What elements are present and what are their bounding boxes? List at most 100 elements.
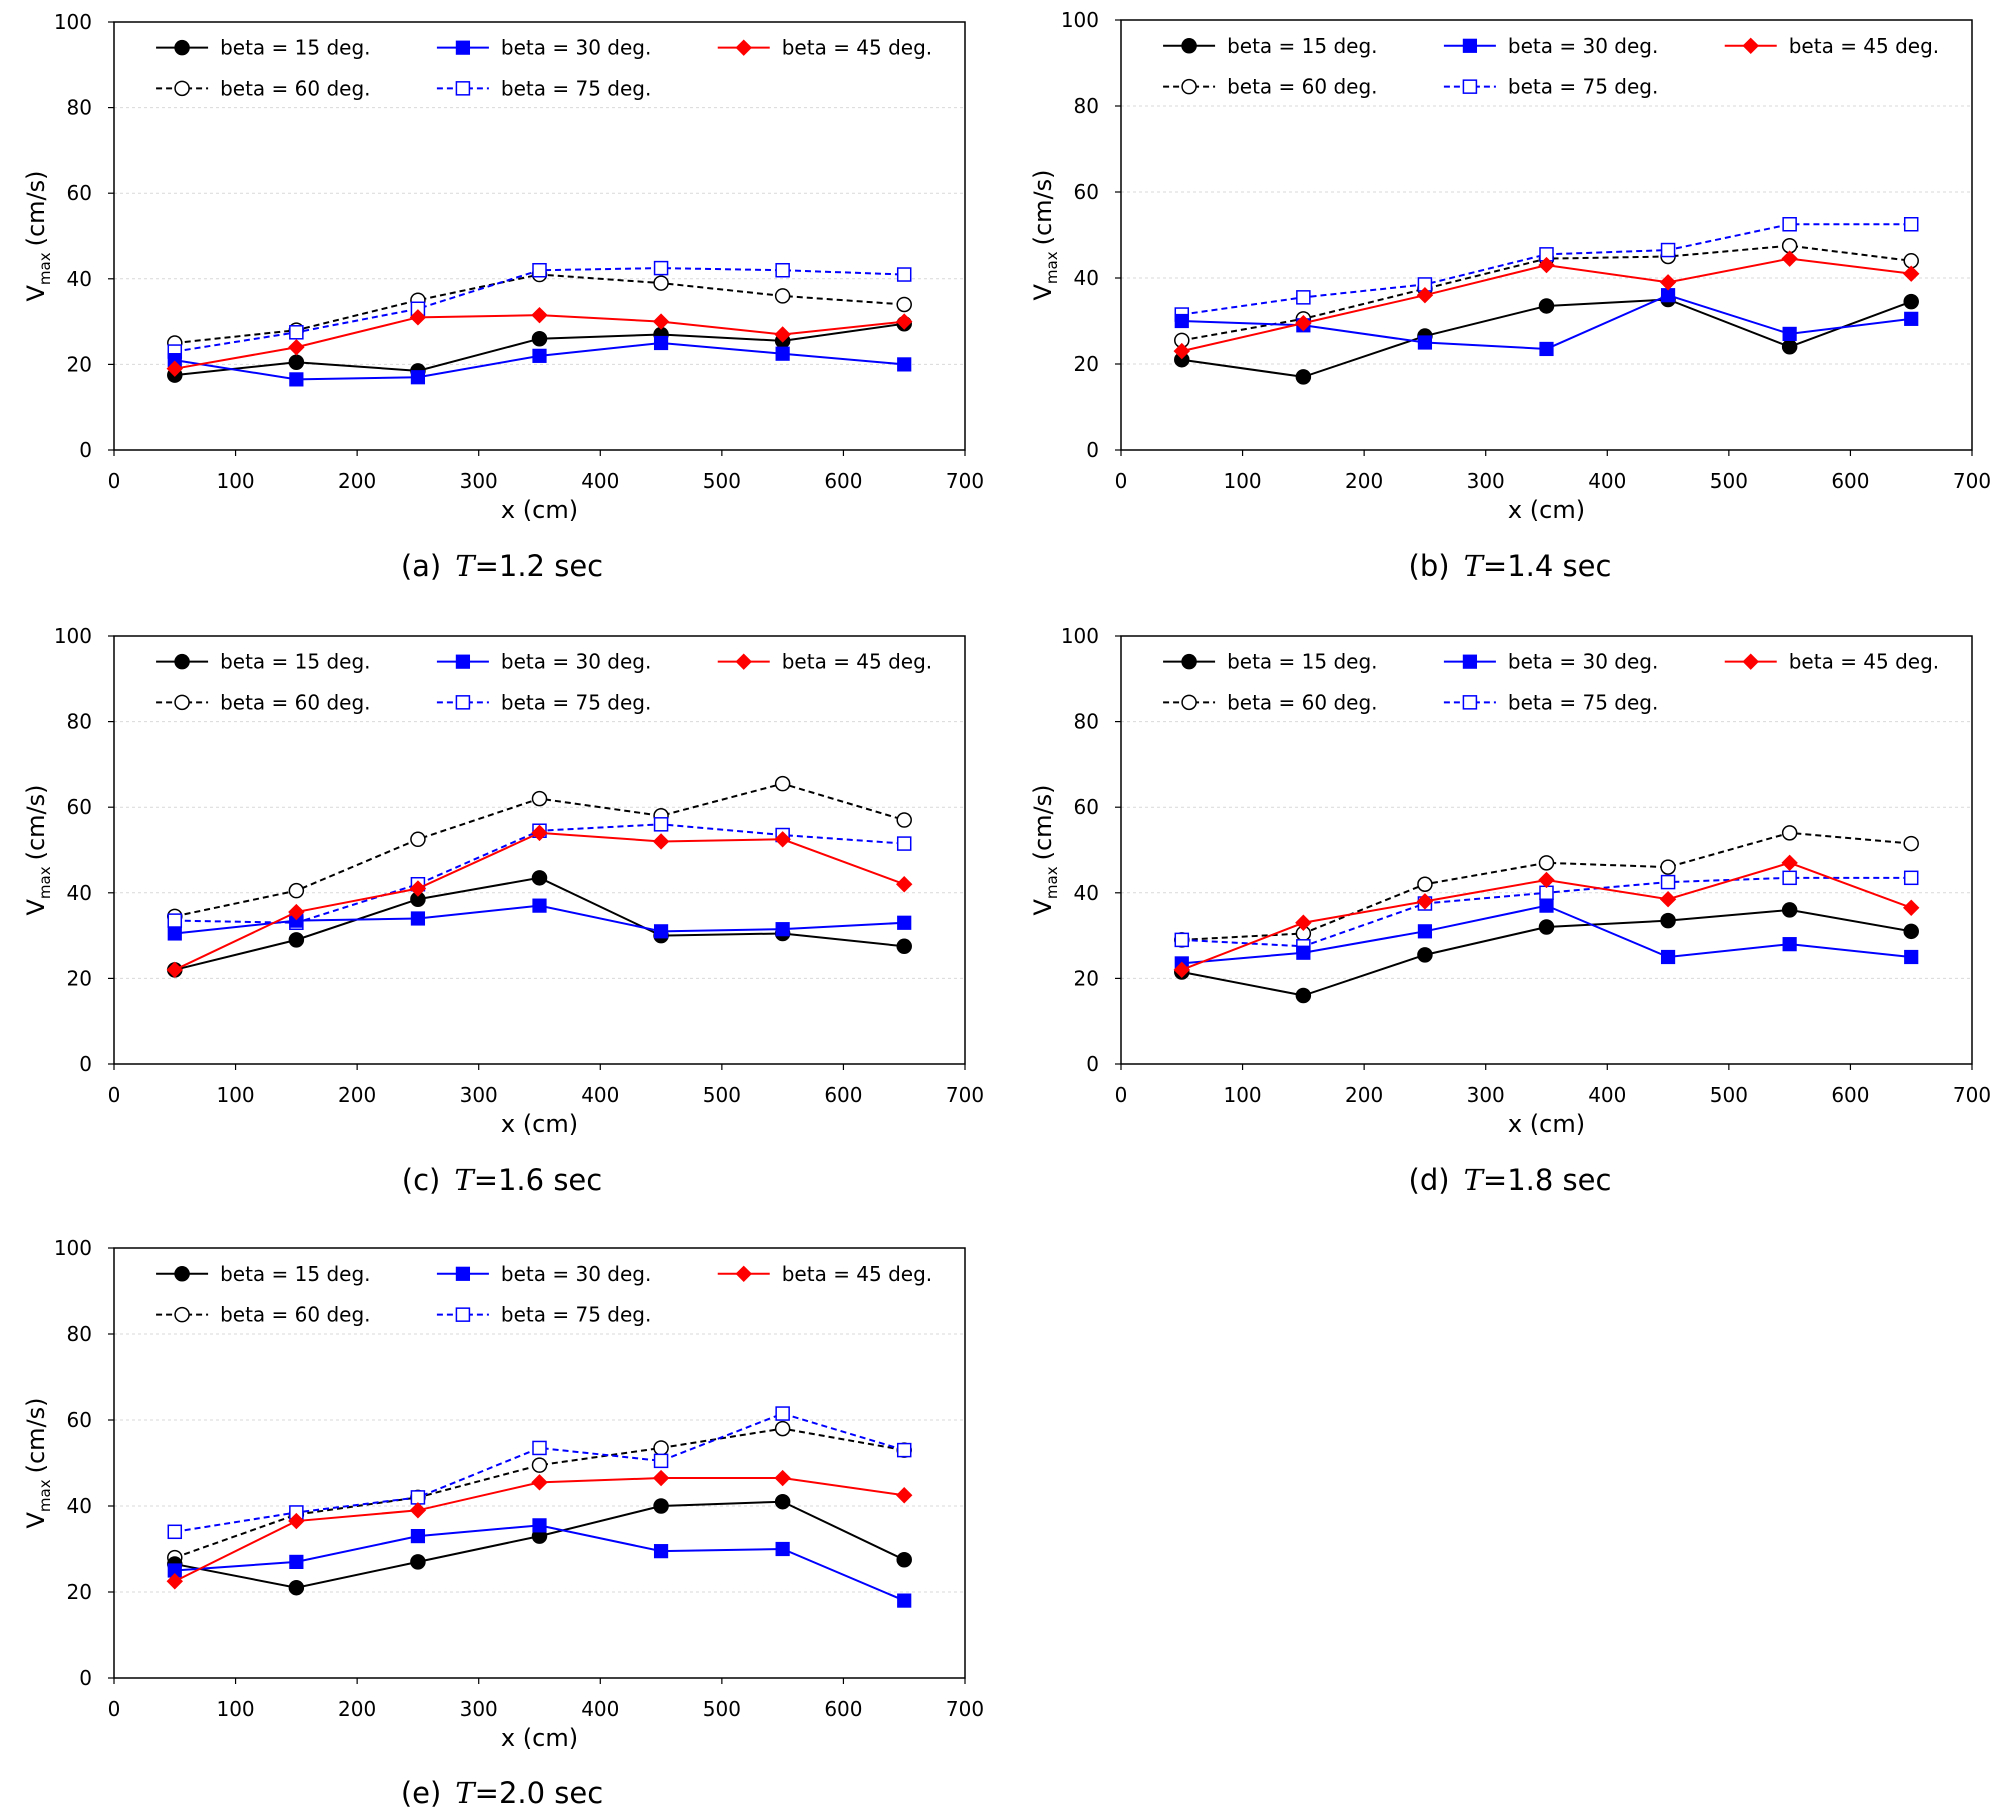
data-point bbox=[288, 1512, 305, 1530]
data-point bbox=[532, 898, 547, 913]
data-point bbox=[652, 1469, 670, 1487]
legend-item: beta = 30 deg. bbox=[1443, 34, 1658, 58]
legend-item: beta = 15 deg. bbox=[156, 36, 371, 60]
y-tick-label: 100 bbox=[1061, 8, 1099, 32]
legend-marker bbox=[174, 1266, 190, 1282]
data-point bbox=[653, 335, 669, 351]
legend-marker bbox=[1181, 694, 1197, 711]
data-point bbox=[1903, 899, 1920, 916]
legend-marker bbox=[1742, 653, 1759, 670]
data-point bbox=[1903, 265, 1920, 282]
data-point bbox=[1659, 274, 1677, 291]
legend-label: beta = 75 deg. bbox=[501, 76, 651, 100]
series-5 bbox=[167, 1406, 912, 1540]
x-tick-label: 0 bbox=[1115, 1083, 1128, 1107]
x-tick-label: 100 bbox=[1223, 469, 1261, 493]
data-point bbox=[410, 911, 426, 926]
chart-panel-e: 0 20 40 60 80 100 0 100 200 300 400 500 600 700 x (cm)… bbox=[22, 1236, 984, 1810]
data-point bbox=[1417, 924, 1433, 939]
data-point bbox=[531, 330, 548, 347]
data-point bbox=[896, 1442, 912, 1458]
data-point bbox=[897, 357, 912, 372]
x-tick-label: 400 bbox=[581, 1697, 619, 1721]
legend-label: beta = 60 deg. bbox=[220, 690, 370, 714]
data-point bbox=[896, 938, 912, 955]
x-tick-label: 300 bbox=[1467, 1083, 1505, 1107]
x-tick-label: 400 bbox=[1588, 469, 1626, 493]
legend-item: beta = 60 deg. bbox=[156, 1303, 371, 1327]
legend-marker bbox=[1462, 695, 1478, 710]
data-point bbox=[1903, 923, 1919, 940]
data-point bbox=[166, 961, 183, 979]
legend-item: beta = 45 deg. bbox=[717, 650, 932, 674]
data-point bbox=[1904, 311, 1919, 326]
legend-item: beta = 60 deg. bbox=[1163, 75, 1378, 99]
legend-label: beta = 45 deg. bbox=[782, 650, 932, 674]
legend-label: beta = 30 deg. bbox=[501, 36, 651, 60]
series-line bbox=[174, 876, 905, 971]
legend-marker bbox=[455, 1266, 471, 1281]
data-point bbox=[775, 262, 790, 278]
data-point bbox=[1782, 326, 1797, 341]
legend-marker bbox=[1181, 78, 1197, 95]
series-3 bbox=[166, 306, 913, 377]
x-axis-label: x (cm) bbox=[501, 1724, 578, 1752]
legend-label: beta = 75 deg. bbox=[501, 690, 651, 714]
y-tick-label: 60 bbox=[1074, 180, 1099, 204]
y-tick-label: 60 bbox=[1074, 795, 1099, 819]
data-point bbox=[1174, 313, 1189, 329]
data-point bbox=[774, 326, 791, 343]
x-tick-label: 200 bbox=[338, 1083, 376, 1107]
legend-marker bbox=[1742, 37, 1759, 55]
data-point bbox=[897, 915, 912, 930]
y-axis-label-main: V bbox=[22, 1512, 50, 1529]
caption-variable: T bbox=[455, 1776, 477, 1810]
data-point bbox=[896, 836, 912, 851]
data-point bbox=[896, 876, 913, 893]
legend: beta = 15 deg. beta = 30 deg. beta = 45 de… bbox=[156, 36, 932, 100]
caption-value: =1.2 sec bbox=[475, 549, 604, 583]
y-tick-label: 40 bbox=[1074, 881, 1099, 905]
y-axis-label-sub: max bbox=[1043, 251, 1061, 284]
y-axis-label: Vmax (cm/s) bbox=[22, 785, 54, 916]
x-tick-label: 200 bbox=[1345, 1083, 1383, 1107]
legend-marker bbox=[455, 1307, 471, 1322]
legend-marker bbox=[455, 81, 471, 96]
data-point bbox=[1416, 286, 1434, 304]
data-point bbox=[531, 870, 548, 886]
x-tick-label: 400 bbox=[581, 469, 619, 493]
x-tick-label: 100 bbox=[216, 469, 254, 493]
data-point bbox=[1295, 914, 1312, 931]
data-point bbox=[531, 306, 548, 324]
x-tick-label: 600 bbox=[824, 1083, 862, 1107]
legend-marker bbox=[1462, 654, 1478, 669]
legend-item: beta = 75 deg. bbox=[1443, 690, 1658, 714]
data-point bbox=[1781, 250, 1798, 267]
y-tick-label: 40 bbox=[67, 1494, 92, 1518]
caption-variable: T bbox=[454, 1163, 476, 1197]
legend-marker bbox=[1181, 38, 1197, 54]
x-tick-label: 200 bbox=[338, 1697, 376, 1721]
caption-variable: T bbox=[455, 549, 477, 583]
data-point bbox=[410, 370, 426, 385]
legend-item: beta = 15 deg. bbox=[156, 650, 371, 674]
data-point bbox=[410, 1554, 426, 1570]
series-3 bbox=[166, 824, 913, 979]
legend-label: beta = 45 deg. bbox=[1789, 34, 1939, 58]
data-point bbox=[1659, 891, 1677, 908]
legend-label: beta = 60 deg. bbox=[1227, 690, 1377, 714]
data-point bbox=[653, 1453, 669, 1469]
y-tick-label: 40 bbox=[67, 267, 92, 291]
y-axis-label: Vmax (cm/s) bbox=[22, 171, 54, 302]
data-point bbox=[1539, 885, 1554, 901]
series-1 bbox=[1174, 291, 1919, 385]
data-point bbox=[288, 339, 305, 356]
legend-item: beta = 75 deg. bbox=[436, 76, 651, 100]
x-tick-label: 100 bbox=[216, 1697, 254, 1721]
data-point bbox=[288, 932, 305, 948]
data-point bbox=[167, 1524, 183, 1540]
x-tick-label: 600 bbox=[1831, 1083, 1869, 1107]
y-tick-label: 20 bbox=[1074, 966, 1099, 990]
data-point bbox=[531, 1474, 548, 1491]
panel-caption: (e) T=2.0 sec bbox=[401, 1776, 603, 1810]
